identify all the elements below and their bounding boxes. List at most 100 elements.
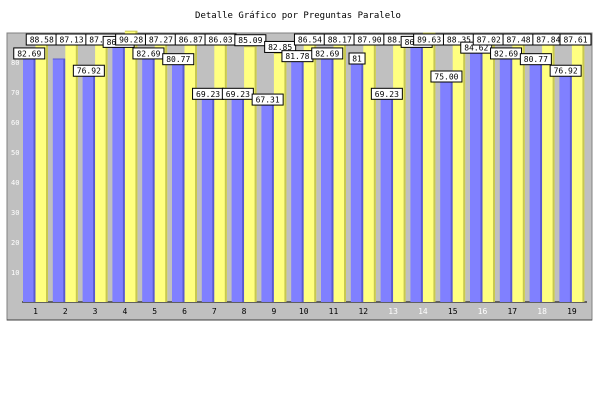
bar (482, 40, 495, 302)
data-label: 88.72 (387, 36, 411, 45)
bar-shade (165, 40, 168, 302)
bar-shade (93, 71, 96, 303)
bar-shade (152, 53, 155, 303)
data-label: 87.02 (477, 36, 501, 45)
bar (542, 38, 555, 302)
bar (440, 77, 453, 302)
data-label-box (559, 33, 592, 46)
bar-shade (254, 46, 257, 303)
bar-shade (75, 40, 78, 303)
bar (410, 42, 423, 302)
x-tick-label: 8 (242, 307, 247, 316)
data-label-box (348, 52, 366, 65)
y-tick-label: 60 (11, 119, 19, 127)
bar (321, 53, 334, 303)
bar-shade (391, 94, 394, 302)
bar-shade (510, 53, 513, 303)
x-tick-label: 18 (537, 307, 547, 316)
data-label: 80.77 (524, 55, 548, 64)
bar (154, 40, 168, 302)
bar-shade (212, 94, 215, 302)
bar-shade (301, 56, 304, 302)
bar (65, 40, 78, 303)
x-tick-label: 17 (507, 307, 517, 316)
x-tick-label: 3 (93, 307, 98, 316)
bar-shade (331, 53, 334, 303)
x-tick-label: 12 (358, 307, 368, 316)
x-tick-label: 2 (63, 307, 68, 316)
x-tick-label: 6 (182, 307, 187, 316)
data-label: 87.13 (60, 36, 84, 45)
y-tick-label: 70 (11, 89, 19, 97)
bar (559, 71, 572, 303)
bar-shade (493, 40, 495, 302)
x-tick-label: 16 (478, 307, 488, 316)
data-label: 82.69 (136, 49, 160, 58)
bar (529, 59, 543, 302)
bar (112, 42, 125, 302)
bar-shade (433, 33, 436, 303)
bar (273, 53, 287, 303)
bar-shade (135, 31, 138, 302)
bar-shade (361, 59, 364, 302)
bar (512, 39, 525, 303)
y-tick-label: 40 (11, 179, 19, 187)
data-label: 76.92 (77, 67, 101, 76)
data-label: 82.69 (494, 49, 518, 58)
bar (231, 94, 245, 302)
data-label-box (234, 34, 267, 47)
bar-shade (284, 53, 287, 303)
bar (363, 38, 376, 303)
x-tick-label: 14 (418, 307, 428, 316)
bar-shade (552, 38, 555, 302)
x-tick-label: 11 (329, 307, 339, 316)
data-label: 86.87 (179, 36, 203, 45)
data-label-box (370, 87, 403, 100)
x-tick-label: 4 (122, 307, 127, 316)
x-tick-label: 1 (33, 307, 38, 316)
bar (571, 39, 585, 303)
data-label: 76.92 (554, 67, 578, 76)
data-label: 88.35 (447, 36, 471, 45)
y-tick-label: 50 (11, 149, 19, 157)
data-label: 82.69 (17, 49, 41, 58)
data-label: 81.78 (285, 52, 309, 61)
bar (184, 41, 197, 302)
data-label: 69.23 (375, 90, 399, 99)
data-label: 80.77 (166, 55, 190, 64)
bar (82, 71, 96, 303)
bar (393, 35, 406, 303)
bar-shade (450, 77, 453, 302)
bar-shade (522, 39, 525, 303)
bar (261, 100, 274, 302)
bar-shade (569, 71, 572, 303)
data-label: 88.58 (30, 36, 54, 45)
bar-shade (463, 36, 466, 302)
data-label: 87.48 (507, 36, 531, 45)
bar-shade (403, 35, 406, 303)
bar (422, 33, 436, 303)
data-label: 87.90 (358, 36, 382, 45)
bar (291, 56, 304, 302)
data-label-box (311, 47, 344, 60)
data-label: 69.23 (196, 90, 220, 99)
data-label: 90.28 (119, 36, 143, 45)
data-label-box (251, 93, 284, 106)
data-label-box (72, 64, 105, 77)
y-tick-label: 30 (11, 209, 19, 217)
data-label: 87.14 (89, 36, 113, 45)
x-tick-label: 5 (152, 307, 157, 316)
x-tick-label: 19 (567, 307, 577, 316)
bar (452, 36, 466, 302)
bar-shade (105, 40, 108, 303)
data-label: 87.61 (563, 36, 587, 45)
data-label-box (519, 53, 552, 66)
x-tick-label: 13 (388, 307, 398, 316)
y-tick-label: 20 (11, 239, 19, 247)
x-tick-label: 15 (448, 307, 458, 316)
data-label: 86.03 (209, 36, 233, 45)
bar-shade (420, 42, 423, 302)
data-label: 85.09 (238, 36, 262, 45)
